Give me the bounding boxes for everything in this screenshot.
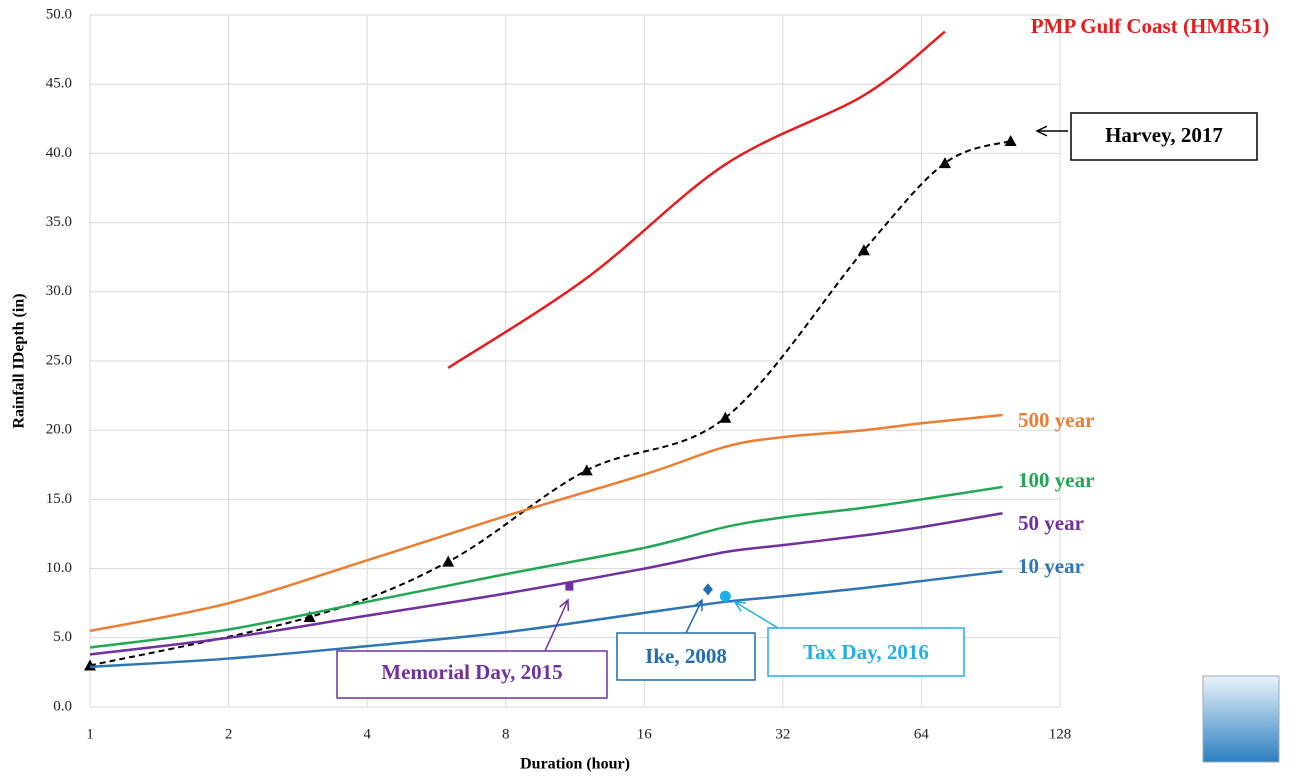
annotation-box — [767, 627, 965, 677]
y-axis-title: Rainfall IDepth (in) — [11, 293, 28, 428]
marker — [303, 611, 316, 623]
series-line — [89, 413, 1003, 633]
x-tick-label: 2 — [225, 726, 233, 742]
y-tick-label: 5.0 — [53, 629, 72, 645]
y-tick-label: 50.0 — [46, 6, 72, 22]
annotation-arrow-head — [1035, 125, 1048, 137]
series-label: Memorial Day, 2015 — [381, 660, 562, 684]
x-tick-label: 128 — [1049, 726, 1072, 742]
x-tick-label: 16 — [637, 726, 653, 742]
plot-border — [89, 14, 1061, 708]
series-label: 50 year — [1018, 511, 1084, 535]
annotation-arrow-head — [733, 601, 747, 612]
x-tick-label: 32 — [775, 726, 790, 742]
x-tick-label: 8 — [502, 726, 510, 742]
series-line — [89, 570, 1003, 669]
logo — [1202, 675, 1280, 763]
annotation-box — [336, 650, 608, 699]
y-tick-label: 45.0 — [46, 76, 72, 92]
annotation-arrow — [685, 599, 703, 634]
series-label: 10 year — [1018, 554, 1084, 578]
marker — [565, 582, 574, 591]
annotation-arrow-head — [692, 598, 703, 612]
marker — [857, 244, 870, 256]
marker — [938, 157, 951, 169]
series-line — [89, 485, 1003, 649]
y-tick-label: 35.0 — [46, 214, 72, 230]
annotation-box — [616, 632, 756, 681]
marker — [719, 590, 731, 602]
x-axis-title: Duration (hour) — [520, 756, 630, 773]
annotation-arrow-head — [559, 598, 570, 612]
series-label: 500 year — [1018, 408, 1094, 432]
annotation-arrow — [544, 599, 569, 652]
marker — [442, 555, 455, 567]
y-tick-label: 40.0 — [46, 145, 72, 161]
y-tick-label: 20.0 — [46, 422, 72, 438]
marker — [702, 583, 713, 596]
y-tick-label: 25.0 — [46, 352, 72, 368]
marker — [1004, 134, 1017, 146]
series-line — [89, 512, 1003, 656]
series-label: 100 year — [1018, 468, 1094, 492]
marker — [580, 464, 593, 476]
x-tick-label: 1 — [86, 726, 94, 742]
x-tick-label: 64 — [914, 726, 930, 742]
series-label: PMP Gulf Coast (HMR51) — [1031, 14, 1270, 38]
marker — [719, 411, 732, 423]
series-line — [447, 30, 946, 369]
annotation-box — [1070, 112, 1258, 161]
annotation-arrow — [734, 601, 779, 629]
x-tick-label: 4 — [363, 726, 371, 742]
series-label: Harvey, 2017 — [1105, 123, 1223, 147]
y-tick-label: 30.0 — [46, 283, 72, 299]
y-tick-label: 0.0 — [53, 698, 72, 714]
y-tick-label: 15.0 — [46, 491, 72, 507]
series-label: Ike, 2008 — [645, 644, 727, 668]
series-label: Tax Day, 2016 — [803, 640, 929, 664]
y-tick-label: 10.0 — [46, 560, 72, 576]
